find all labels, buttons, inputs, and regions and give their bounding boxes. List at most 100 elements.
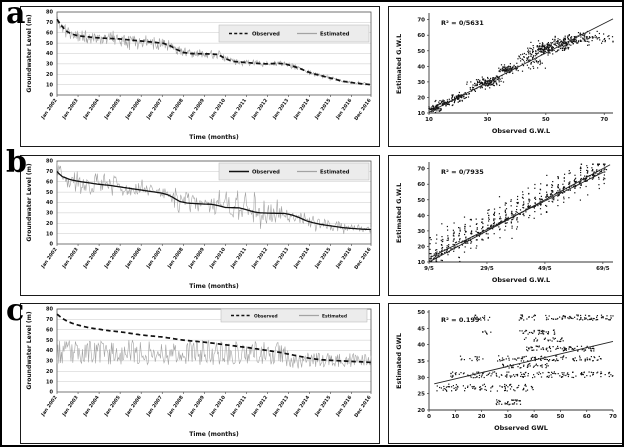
y-tick-label: 20: [417, 244, 425, 250]
x-tick-label: Jan 2013: [271, 247, 290, 270]
x-axis-title: Time (months): [189, 431, 239, 438]
x-tick-label: 30: [504, 414, 512, 420]
y-tick-label: 40: [417, 64, 425, 70]
y-tick-label: 35: [417, 359, 425, 365]
y-tick-label: 60: [417, 33, 425, 39]
estimated-series: [56, 16, 372, 86]
observed-series: [56, 18, 372, 86]
y-tick-label: 10: [417, 111, 425, 117]
r2-label: R² = 0/7935: [441, 168, 484, 176]
x-tick-label: Jan 2014: [292, 97, 311, 121]
legend-label-observed: Observed: [254, 313, 278, 319]
timeseries-box-a: 0 10 20 30 40 50 60 70 80 Jan 2002 Jan 2003 Jan 200…: [20, 6, 380, 147]
panel-letter-c: c: [6, 293, 25, 328]
x-tick-label: 40: [530, 414, 538, 420]
panel-letter-b: b: [6, 145, 27, 180]
x-tick-label: Jan 2014: [292, 246, 311, 270]
x-tick-label: 30: [484, 117, 492, 123]
x-axis-title: Observed G.W.L: [492, 276, 550, 284]
y-tick-label: 80: [46, 307, 53, 313]
y-axis-title: Estimated GWL: [395, 333, 403, 389]
x-tick-label: Dec 2016: [353, 246, 373, 271]
x-tick-label: Jan 2015: [313, 247, 332, 270]
x-tick-label: Dec 2016: [353, 97, 373, 122]
x-tick-label: Jan 2005: [103, 98, 122, 121]
x-tick-label: Jan 2008: [166, 246, 185, 270]
x-tick-label: Jan 2016: [334, 394, 353, 418]
x-axis-title: Observed G.W.L: [492, 127, 550, 135]
x-tick-label: 10: [425, 117, 433, 123]
x-tick-label: Jan 2013: [271, 395, 290, 418]
y-tick-label: 60: [417, 182, 425, 188]
x-tick-label: 20: [478, 414, 486, 420]
estimated-series: [56, 161, 372, 235]
x-tick-label: 10: [451, 414, 459, 420]
y-axis-title: Estimated G.W.L: [395, 34, 403, 94]
y-tick-label: 30: [417, 80, 425, 86]
x-tick-label: Jan 2006: [124, 394, 143, 418]
legend-box: [218, 162, 370, 181]
x-tick-label: 50: [557, 414, 565, 420]
x-tick-label: Jan 2010: [208, 246, 227, 270]
x-tick-label: Jan 2003: [61, 98, 80, 121]
x-tick-label: Jan 2011: [229, 247, 248, 270]
observed-series: [56, 170, 372, 231]
y-tick-label: 40: [46, 348, 53, 354]
y-tick-label: 45: [417, 326, 425, 332]
y-tick-label: 0: [50, 390, 54, 396]
scatter-chart-a: 10 20 30 40 50 60 70 10 30 50 70 Observed G.W.L Esti…: [395, 13, 614, 135]
x-tick-label: Jan 2016: [334, 246, 353, 270]
x-tick-label: 0: [427, 414, 431, 420]
x-tick-label: 70: [600, 117, 608, 123]
y-tick-label: 25: [417, 392, 425, 398]
y-tick-label: 0: [50, 242, 54, 248]
y-tick-label: 70: [46, 20, 53, 26]
x-tick-label: Jan 2012: [250, 395, 269, 418]
y-tick-label: 30: [46, 62, 53, 68]
y-tick-label: 70: [417, 167, 425, 173]
legend-label-estimated: Estimated: [320, 31, 350, 37]
x-tick-label: Jan 2009: [187, 97, 206, 121]
legend-label-estimated: Estimated: [320, 169, 350, 175]
x-tick-label: Jan 2002: [40, 98, 59, 121]
x-tick-label: Jan 2015: [313, 395, 332, 418]
scatter-chart-b: 10 20 30 40 50 60 70 9/5 29/5 49/5 69/5 Observed G.…: [395, 162, 613, 284]
y-axis-title: Groundwater Level (m): [26, 311, 33, 389]
x-tick-label: Jan 2004: [82, 394, 101, 418]
observed-series: [56, 313, 372, 364]
x-tick-label: Jan 2008: [166, 394, 185, 418]
y-tick-label: 40: [417, 343, 425, 349]
estimated-series: [56, 340, 372, 369]
scatter-box-c: 20 25 30 35 40 45 50 0 10 20 30 40 50 60 70 Observed GW…: [388, 303, 622, 444]
x-tick-label: Jan 2006: [124, 97, 143, 121]
r2-label: R² = 0/5631: [441, 19, 484, 27]
timeseries-box-c: 0 10 20 30 40 50 60 70 80 Jan 2002 Jan 2003 Jan 200…: [20, 303, 380, 444]
x-tick-label: 69/5: [596, 266, 610, 272]
y-tick-label: 60: [46, 30, 53, 36]
x-tick-label: Jan 2013: [271, 98, 290, 121]
trend-line: [434, 340, 614, 385]
x-tick-label: Jan 2005: [103, 247, 122, 270]
x-tick-label: Jan 2011: [229, 395, 248, 418]
x-tick-label: 50: [542, 117, 550, 123]
y-tick-label: 20: [417, 95, 425, 101]
y-tick-label: 50: [46, 41, 53, 47]
y-tick-label: 70: [46, 317, 53, 323]
y-axis-title: Groundwater Level (m): [26, 14, 33, 92]
panel-letter-a: a: [6, 0, 26, 31]
y-tick-label: 50: [46, 190, 53, 196]
x-tick-label: 9/5: [424, 266, 434, 272]
legend-box: [218, 24, 370, 43]
y-tick-label: 30: [46, 211, 53, 217]
x-tick-label: 29/5: [480, 266, 494, 272]
y-axis-title: Estimated G.W.L: [395, 183, 403, 243]
y-tick-label: 70: [417, 18, 425, 24]
panel-row-c: c 0 10 20 30 40 50 60 70 80 Jan 2002 Jan 2003 Jan 2…: [2, 293, 622, 445]
x-tick-label: Jan 2015: [313, 98, 332, 121]
y-tick-label: 50: [417, 198, 425, 204]
y-tick-label: 20: [46, 72, 53, 78]
